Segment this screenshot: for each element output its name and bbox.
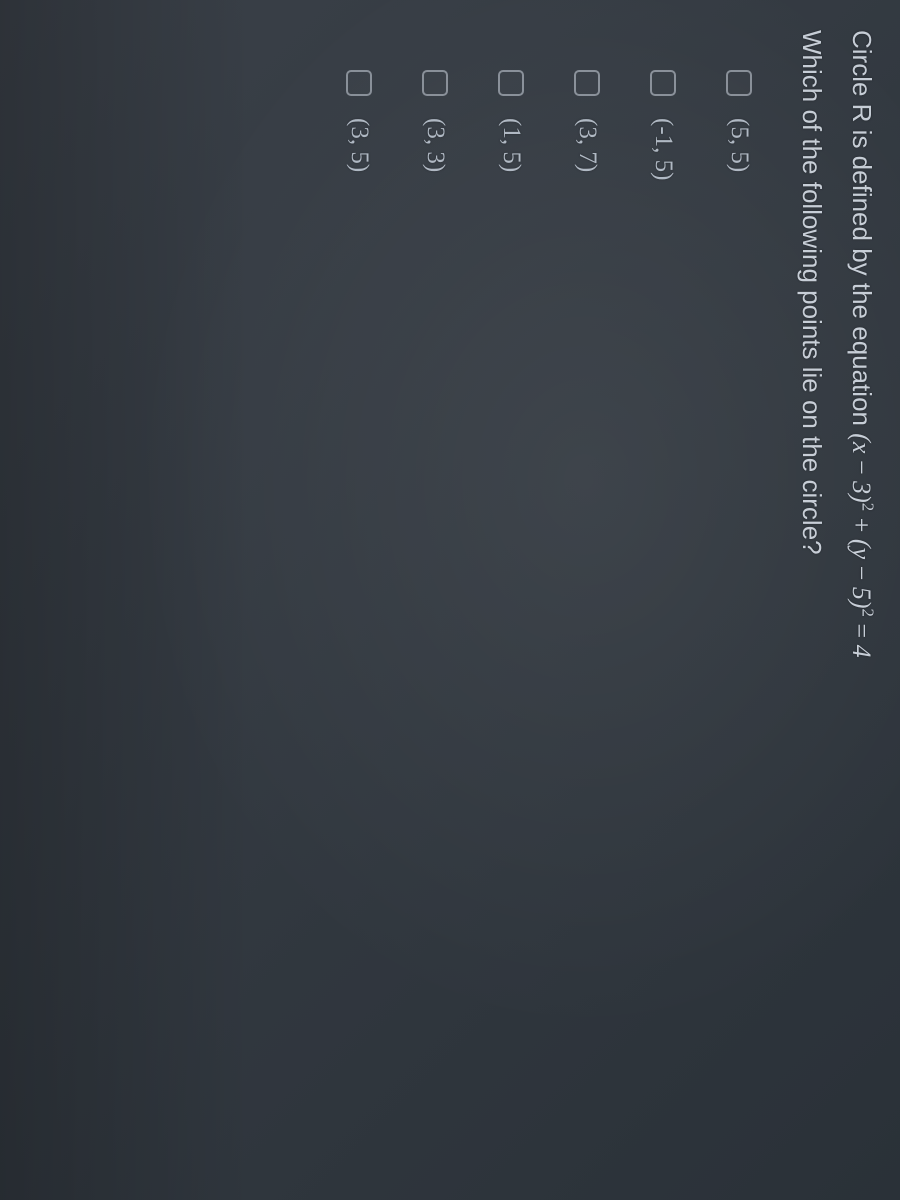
checkbox-icon[interactable] xyxy=(422,70,448,96)
option-row[interactable]: (5, 5) xyxy=(725,70,753,1170)
question-page: Circle R is defined by the equation (x −… xyxy=(0,0,900,1200)
question-stem: Circle R is defined by the equation (x −… xyxy=(840,30,882,1170)
options-list: (5, 5) (-1, 5) (3, 7) (1, 5) (3, 3) (3, … xyxy=(345,30,753,1170)
checkbox-icon[interactable] xyxy=(498,70,524,96)
option-row[interactable]: (3, 5) xyxy=(345,70,373,1170)
question-prompt: Which of the following points lie on the… xyxy=(791,30,833,1170)
option-label: (-1, 5) xyxy=(649,118,677,180)
checkbox-icon[interactable] xyxy=(346,70,372,96)
question-equation: (x − 3)2 + (y − 5)2 = 4 xyxy=(847,433,876,657)
option-label: (3, 5) xyxy=(345,118,373,172)
option-row[interactable]: (3, 7) xyxy=(573,70,601,1170)
option-label: (1, 5) xyxy=(497,118,525,172)
option-label: (5, 5) xyxy=(725,118,753,172)
option-row[interactable]: (3, 3) xyxy=(421,70,449,1170)
option-row[interactable]: (1, 5) xyxy=(497,70,525,1170)
option-row[interactable]: (-1, 5) xyxy=(649,70,677,1170)
checkbox-icon[interactable] xyxy=(574,70,600,96)
checkbox-icon[interactable] xyxy=(650,70,676,96)
option-label: (3, 3) xyxy=(421,118,449,172)
option-label: (3, 7) xyxy=(573,118,601,172)
question-intro: Circle R is defined by the equation xyxy=(847,30,877,433)
checkbox-icon[interactable] xyxy=(726,70,752,96)
